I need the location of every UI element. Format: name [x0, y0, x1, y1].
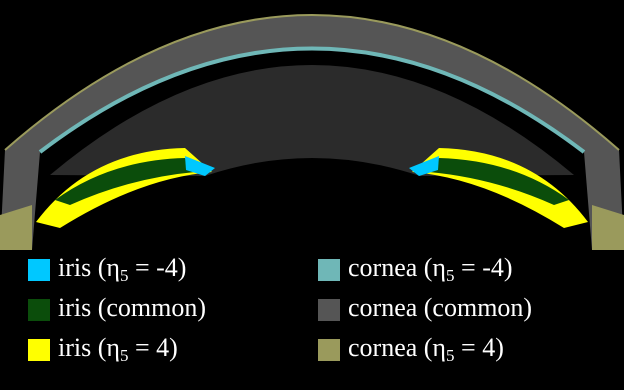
- label-text: = 4): [455, 333, 504, 362]
- label-subscript: 5: [120, 266, 129, 285]
- legend-label: cornea (common): [348, 293, 532, 322]
- label-subscript: 5: [446, 346, 455, 365]
- label-text: = 4): [128, 333, 177, 362]
- label-text: iris (common): [58, 293, 206, 322]
- legend-swatch: [318, 259, 340, 281]
- legend-label: iris (common): [58, 293, 206, 322]
- legend-swatch: [28, 259, 50, 281]
- legend-swatch: [318, 339, 340, 361]
- label-text: cornea (common): [348, 293, 532, 322]
- legend-swatch: [318, 299, 340, 321]
- legend-label: cornea (η5 = 4): [348, 333, 504, 365]
- label-text: iris (η: [58, 333, 120, 362]
- label-subscript: 5: [446, 266, 455, 285]
- label-text: cornea (η: [348, 333, 446, 362]
- label-text: cornea (η: [348, 253, 446, 282]
- label-text: iris (η: [58, 253, 120, 282]
- label-text: = -4): [128, 253, 186, 282]
- legend-swatch: [28, 299, 50, 321]
- legend-swatch: [28, 339, 50, 361]
- label-text: = -4): [455, 253, 513, 282]
- legend-label: iris (η5 = 4): [58, 333, 178, 365]
- label-subscript: 5: [120, 346, 129, 365]
- figure: iris (η5 = -4)iris (common)iris (η5 = 4)…: [0, 0, 624, 390]
- legend-label: cornea (η5 = -4): [348, 253, 513, 285]
